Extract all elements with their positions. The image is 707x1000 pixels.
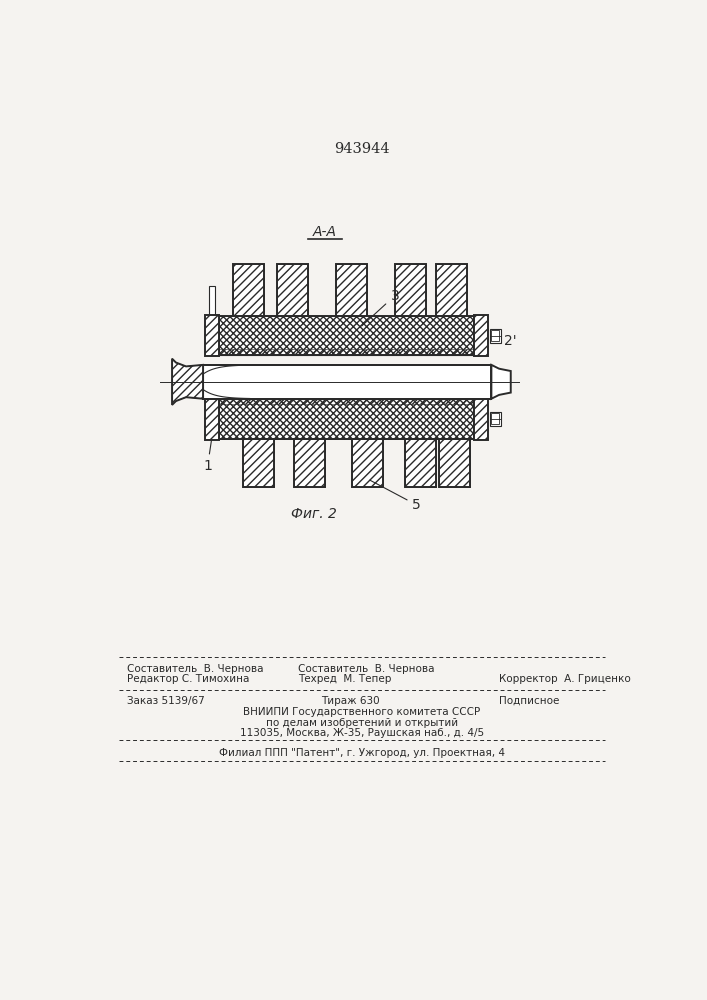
Text: Редактор С. Тимохина: Редактор С. Тимохина: [127, 674, 250, 684]
Text: Подписное: Подписное: [499, 696, 559, 706]
Text: ВНИИПИ Государственного комитета СССР: ВНИИПИ Государственного комитета СССР: [243, 707, 481, 717]
Bar: [195, 365, 499, 399]
Text: 3: 3: [362, 289, 399, 326]
Bar: [490, 412, 501, 426]
Text: Корректор  А. Гриценко: Корректор А. Гриценко: [499, 674, 631, 684]
Bar: [218, 399, 474, 439]
Bar: [491, 413, 499, 424]
Bar: [209, 286, 215, 320]
Text: по делам изобретений и открытий: по делам изобретений и открытий: [266, 718, 458, 728]
Bar: [277, 264, 308, 316]
Text: Филиал ППП "Патент", г. Ужгород, ул. Проектная, 4: Филиал ППП "Патент", г. Ужгород, ул. Про…: [219, 748, 505, 758]
Text: Техред  М. Тепер: Техред М. Тепер: [298, 674, 391, 684]
Bar: [243, 439, 274, 487]
Text: A-A: A-A: [312, 225, 337, 239]
Bar: [395, 264, 426, 316]
Bar: [243, 439, 274, 487]
Bar: [218, 399, 474, 405]
Polygon shape: [491, 365, 510, 399]
Text: 5: 5: [370, 480, 421, 512]
Bar: [436, 264, 467, 316]
Polygon shape: [172, 359, 203, 405]
Bar: [438, 439, 469, 487]
Text: 1: 1: [203, 422, 214, 474]
Bar: [233, 264, 264, 316]
Text: Заказ 5139/67: Заказ 5139/67: [127, 696, 205, 706]
Bar: [203, 365, 491, 399]
Bar: [218, 316, 474, 355]
Bar: [352, 439, 383, 487]
Bar: [204, 315, 218, 356]
Bar: [218, 316, 474, 355]
Bar: [352, 439, 383, 487]
Text: Фиг. 2: Фиг. 2: [291, 507, 337, 521]
Bar: [277, 264, 308, 316]
Bar: [404, 439, 436, 487]
Bar: [337, 264, 368, 316]
Text: 113035, Москва, Ж-35, Раушская наб., д. 4/5: 113035, Москва, Ж-35, Раушская наб., д. …: [240, 728, 484, 738]
Bar: [474, 315, 489, 356]
Text: Составитель  В. Чернова: Составитель В. Чернова: [298, 664, 434, 674]
Bar: [218, 399, 474, 439]
Bar: [474, 397, 489, 440]
Bar: [490, 329, 501, 343]
Bar: [204, 397, 218, 440]
Text: Составитель  В. Чернова: Составитель В. Чернова: [127, 664, 264, 674]
Bar: [293, 439, 325, 487]
Bar: [337, 264, 368, 316]
Bar: [395, 264, 426, 316]
Text: 2': 2': [498, 334, 516, 348]
Bar: [218, 399, 474, 404]
Bar: [438, 439, 469, 487]
Bar: [491, 330, 499, 341]
Text: 943944: 943944: [334, 142, 390, 156]
Bar: [436, 264, 467, 316]
Bar: [218, 349, 474, 355]
Bar: [233, 264, 264, 316]
Text: Тираж 630: Тираж 630: [321, 696, 380, 706]
Bar: [404, 439, 436, 487]
Bar: [293, 439, 325, 487]
